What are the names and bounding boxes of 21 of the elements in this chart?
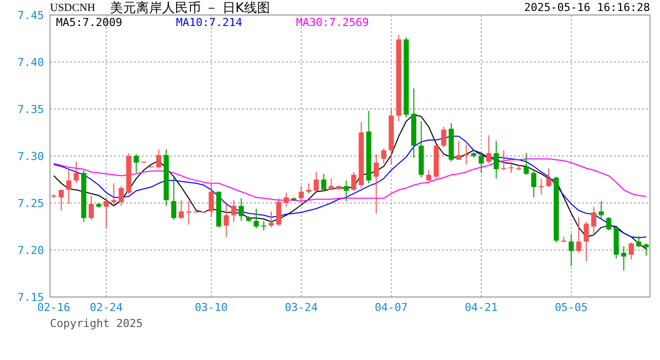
x-tick-label: 03-10 — [194, 301, 228, 314]
y-tick-label: 7.20 — [18, 244, 44, 257]
text: MA5:7.2009 — [56, 16, 122, 29]
y-tick-label: 7.25 — [18, 197, 44, 210]
y-tick-label: 7.15 — [18, 291, 44, 304]
chart-title: 美元离岸人民币 － 日K线图 — [110, 0, 270, 16]
x-tick-label: 04-21 — [464, 301, 498, 314]
chart-subtitle: USDCNH — [50, 2, 96, 14]
text: Copyright 2025 — [50, 317, 143, 330]
y-tick-label: 7.45 — [18, 9, 44, 22]
text: 2025-05-16 16:16:28 — [524, 1, 650, 14]
x-tick-label: 04-07 — [374, 301, 408, 314]
x-tick-label: 03-24 — [284, 301, 318, 314]
text: MA30:7.2569 — [296, 16, 369, 29]
text: MA10:7.214 — [176, 16, 243, 29]
y-tick-label: 7.30 — [18, 150, 44, 163]
y-tick-label: 7.40 — [18, 56, 44, 69]
x-tick-label: 02-24 — [90, 301, 124, 314]
x-tick-label: 05-05 — [554, 301, 588, 314]
y-tick-label: 7.35 — [18, 103, 44, 116]
x-tick-label: 02-16 — [37, 301, 70, 314]
